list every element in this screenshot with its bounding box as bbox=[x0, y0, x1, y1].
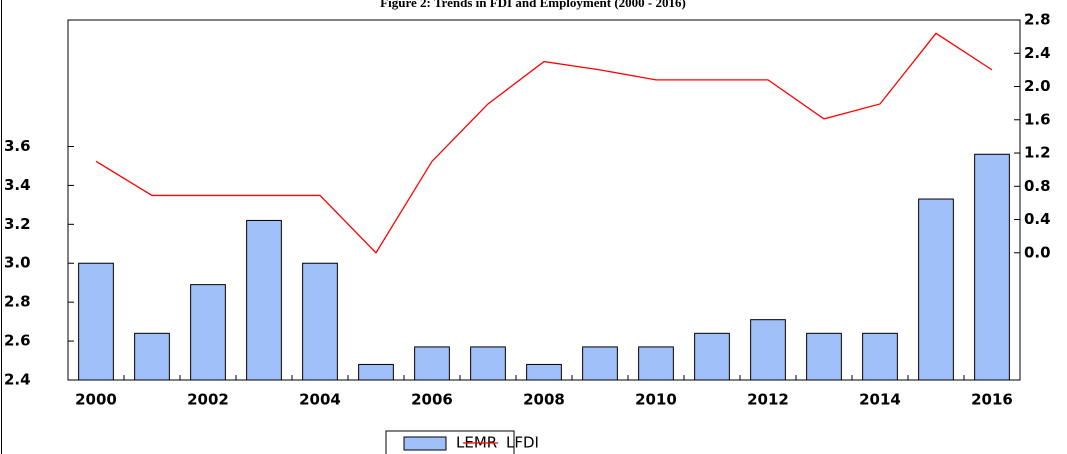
bar bbox=[190, 284, 226, 381]
y2-tick-label: 2.8 bbox=[1024, 11, 1051, 29]
x-tick-label: 2010 bbox=[635, 391, 677, 409]
y2-tick-label: 1.6 bbox=[1024, 110, 1051, 128]
bar bbox=[134, 332, 170, 381]
y2-tick-label: 0.4 bbox=[1024, 210, 1051, 228]
x-tick-label: 2000 bbox=[75, 391, 117, 409]
y2-tick-label: 0.0 bbox=[1024, 243, 1051, 261]
bar bbox=[78, 262, 114, 381]
bar bbox=[694, 332, 730, 381]
bar bbox=[974, 153, 1010, 381]
y2-tick-label: 2.4 bbox=[1024, 44, 1051, 62]
x-tick-label: 2002 bbox=[187, 391, 229, 409]
bar bbox=[414, 346, 450, 381]
y-tick-label: 3.2 bbox=[4, 215, 31, 233]
x-tick-label: 2008 bbox=[523, 391, 565, 409]
legend-label: LFDI bbox=[506, 434, 539, 452]
y-tick-label: 3.6 bbox=[4, 137, 31, 155]
x-tick-label: 2006 bbox=[411, 391, 453, 409]
bar bbox=[302, 262, 338, 381]
y-tick-label: 3.4 bbox=[4, 176, 31, 194]
x-tick-label: 2014 bbox=[859, 391, 901, 409]
bar bbox=[750, 319, 786, 381]
legend-swatch bbox=[403, 436, 447, 451]
y2-tick-label: 1.2 bbox=[1024, 144, 1051, 162]
y2-tick-label: 2.0 bbox=[1024, 77, 1051, 95]
y-tick-label: 2.4 bbox=[4, 371, 31, 389]
bar bbox=[862, 332, 898, 381]
y2-tick-label: 0.8 bbox=[1024, 177, 1051, 195]
x-tick-label: 2004 bbox=[299, 391, 341, 409]
bar bbox=[470, 346, 506, 381]
x-tick-label: 2016 bbox=[971, 391, 1013, 409]
y-tick-label: 2.6 bbox=[4, 332, 31, 350]
line bbox=[95, 32, 993, 254]
x-tick-label: 2012 bbox=[747, 391, 789, 409]
bar bbox=[638, 346, 674, 381]
bar bbox=[582, 346, 618, 381]
y-tick-label: 2.8 bbox=[4, 293, 31, 311]
bar bbox=[806, 332, 842, 381]
bar bbox=[526, 363, 562, 381]
bar bbox=[246, 219, 282, 381]
bar bbox=[358, 363, 394, 381]
y-tick-label: 3.0 bbox=[4, 254, 31, 272]
chart-title: Figure 2: Trends in FDI and Employment (… bbox=[380, 0, 686, 10]
bar bbox=[918, 198, 954, 381]
